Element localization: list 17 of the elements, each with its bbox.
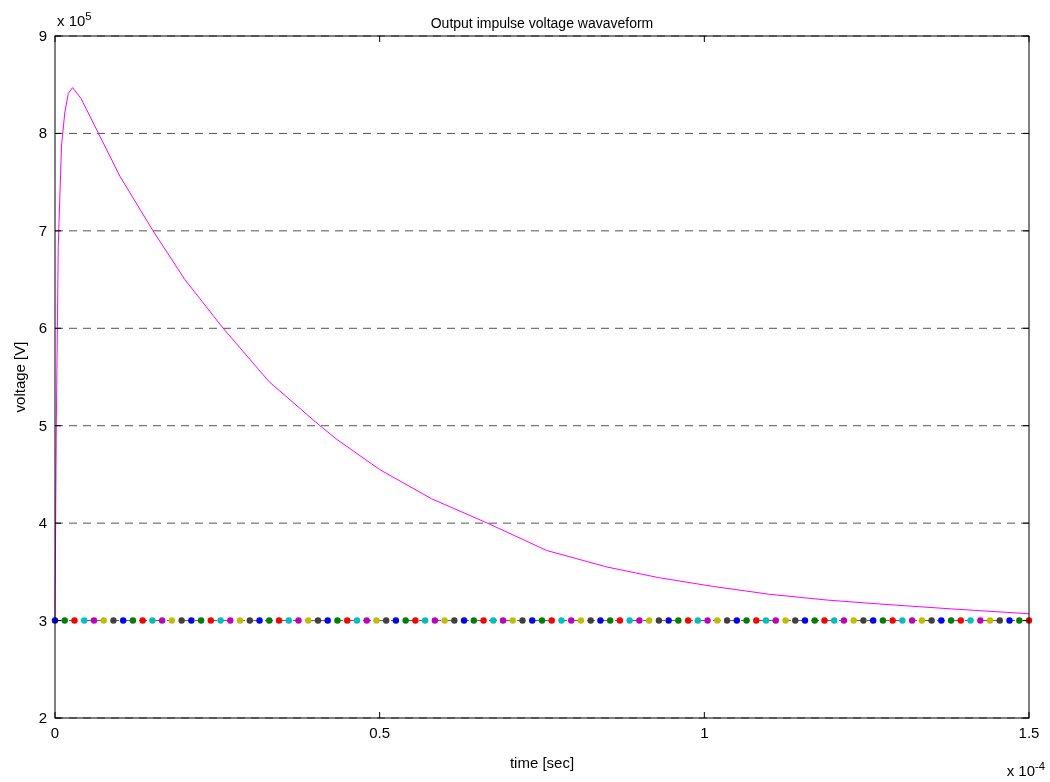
chart-title: Output impulse voltage wavaveform (430, 15, 654, 31)
y-tick-label: 9 (38, 27, 47, 44)
y-tick-label: 2 (38, 709, 47, 726)
y-tick-label: 5 (38, 416, 47, 434)
y-tick-label: 8 (38, 124, 47, 142)
x-tick-label: 1.5 (1018, 724, 1040, 741)
text: x 10$^{5}$ (57, 10, 92, 29)
y-tick-label: 4 (38, 514, 47, 532)
x-tick-label: 0 (50, 724, 60, 741)
text: x 10$^{-4}$ (1006, 760, 1045, 779)
y-tick-label: 3 (38, 611, 47, 629)
y-tick-label: 7 (38, 221, 47, 239)
y-tick-label: 6 (38, 319, 47, 337)
x-tick-label: 0.5 (369, 724, 391, 741)
y-axis-title: voltage [V] (11, 341, 28, 413)
x-tick-label: 1 (700, 724, 709, 741)
x-axis-title: time [sec] (509, 754, 575, 771)
